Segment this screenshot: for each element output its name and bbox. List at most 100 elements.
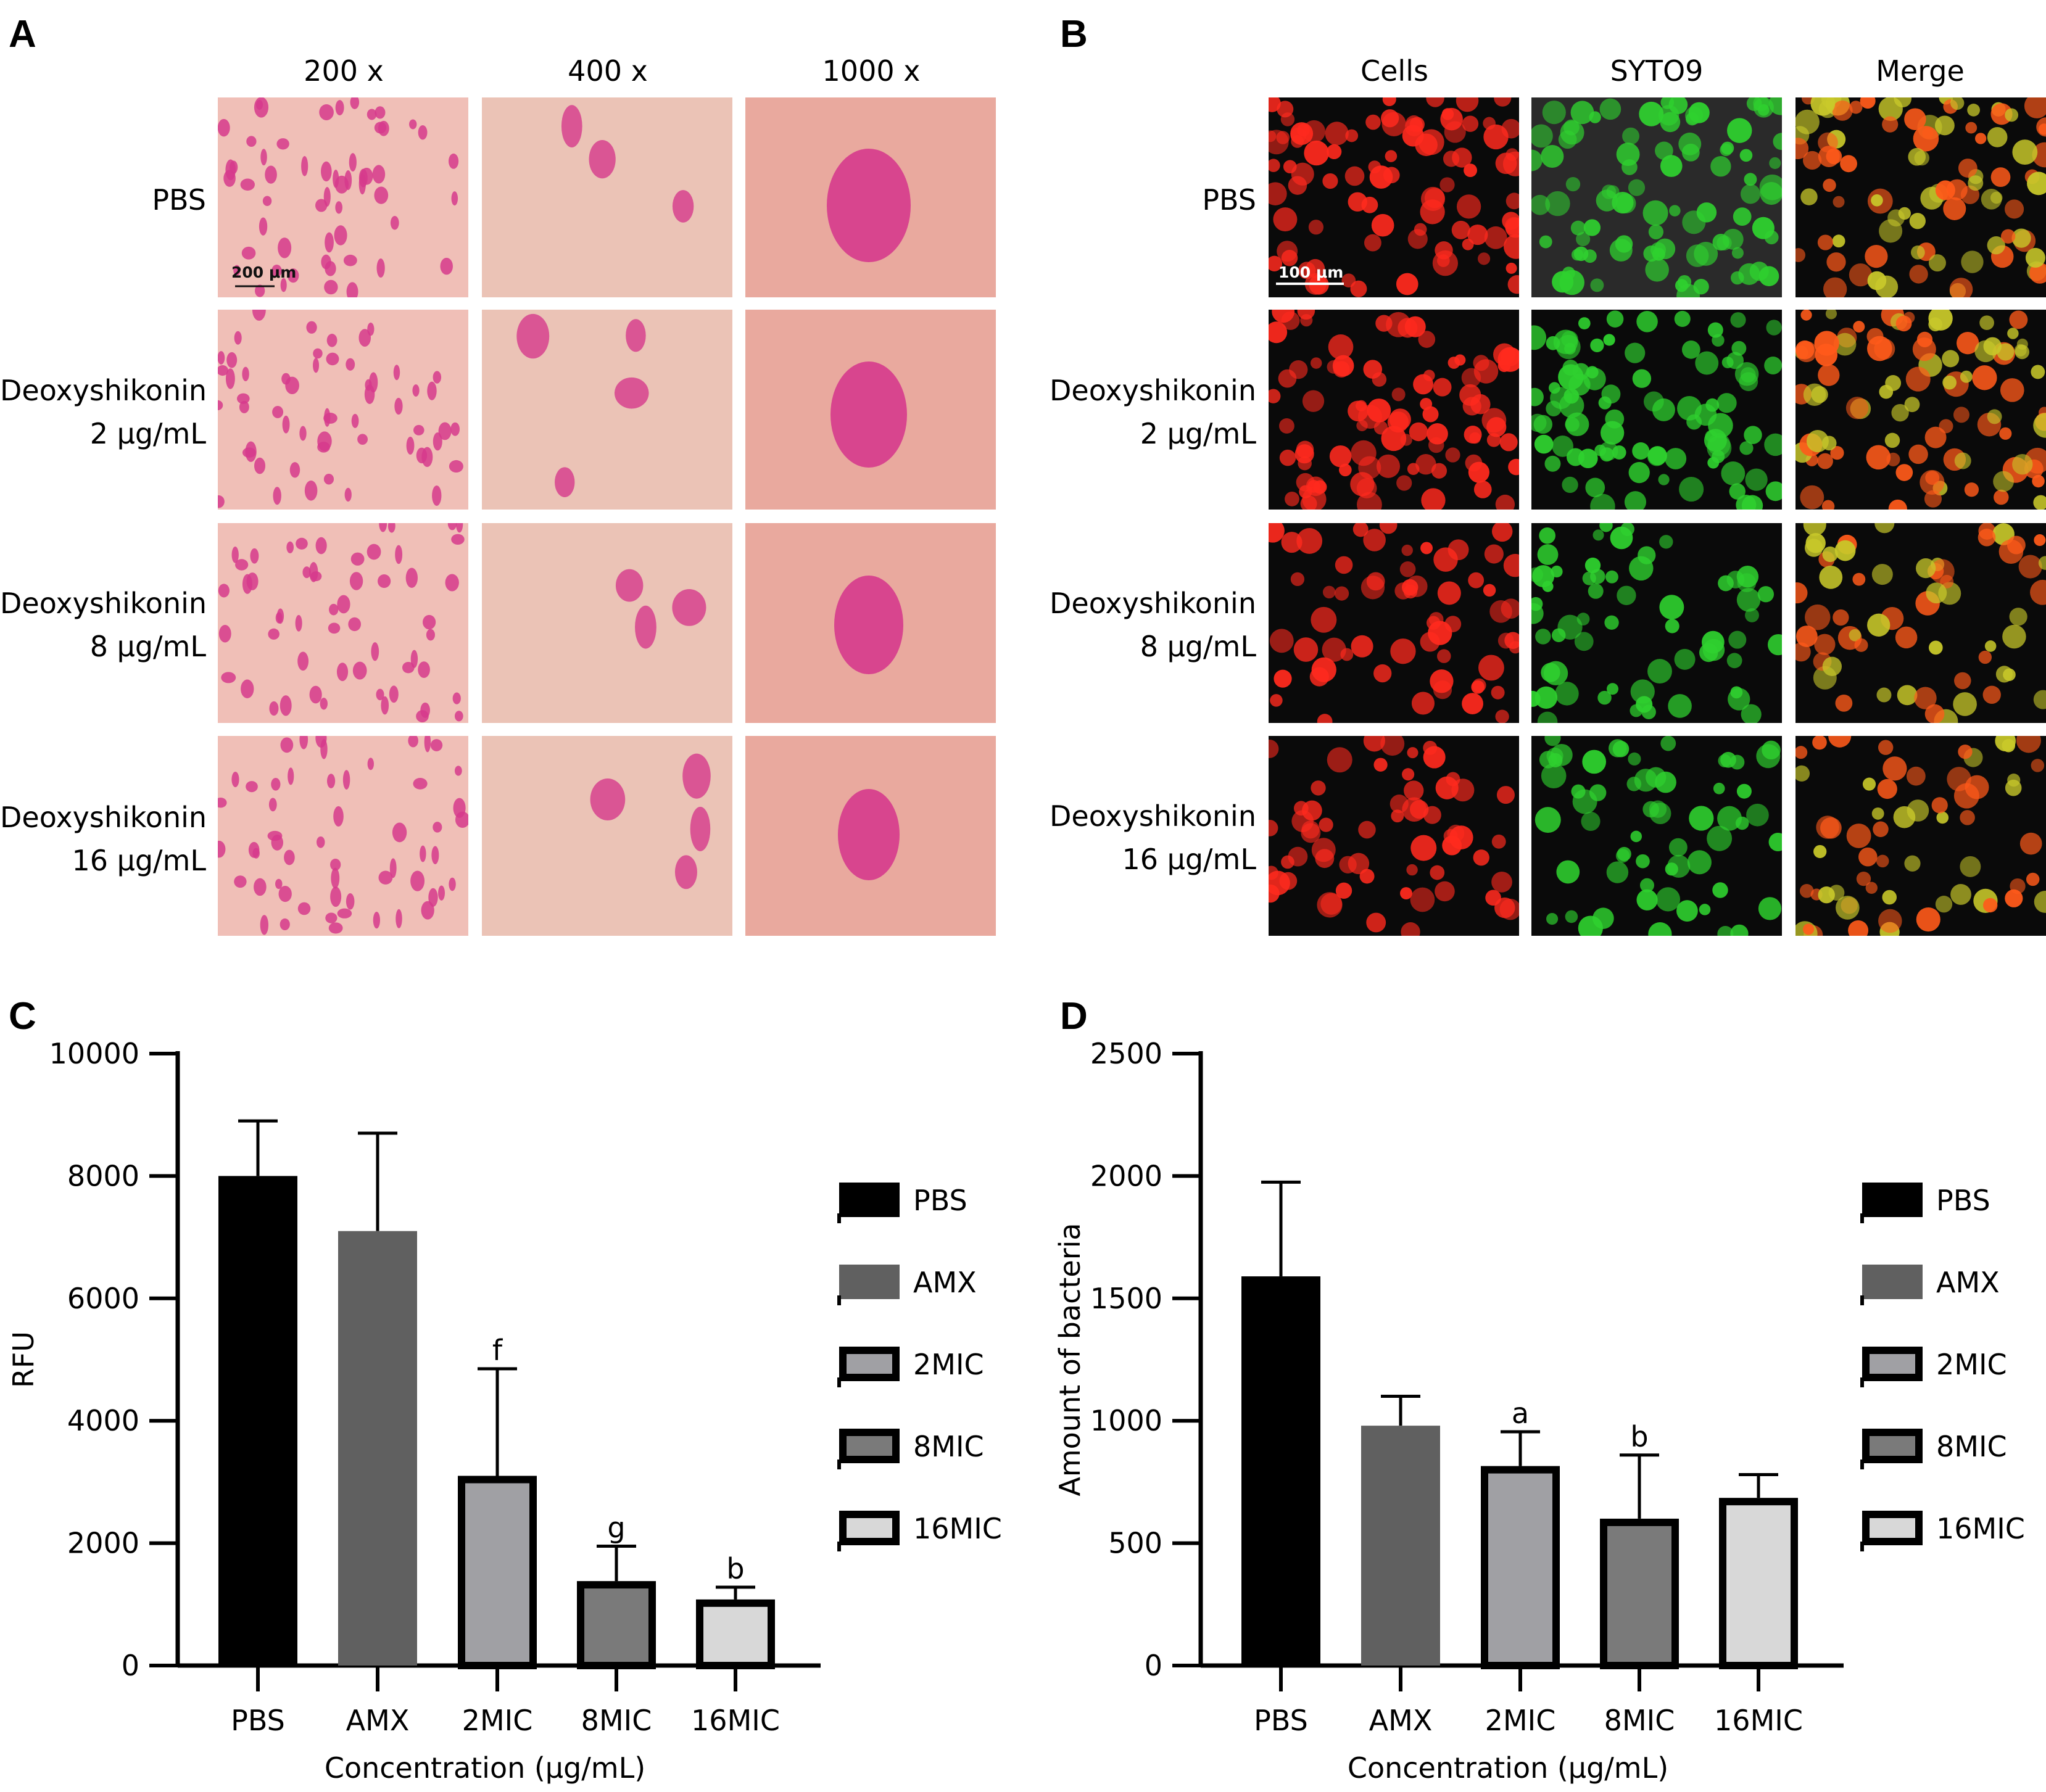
x-tick-label: PBS bbox=[1254, 1704, 1308, 1737]
panel-d-letter: D bbox=[1060, 995, 1088, 1038]
micrograph-tile-r3-c1 bbox=[218, 523, 468, 723]
bar-PBS bbox=[218, 1176, 297, 1666]
y-tick-label: 2000 bbox=[67, 1527, 139, 1560]
bar-8MIC bbox=[1600, 1518, 1679, 1669]
x-tick-label: AMX bbox=[346, 1704, 410, 1737]
y-tick-label: 2000 bbox=[1090, 1159, 1162, 1192]
legend-swatch-PBS bbox=[839, 1183, 900, 1217]
significance-label: b bbox=[1630, 1420, 1648, 1453]
fluorescence-tile-r3-c2 bbox=[1531, 523, 1782, 723]
legend-swatch-8MIC bbox=[839, 1429, 900, 1463]
panel-a-row-16ug: Deoxyshikonin 16 μg/mL bbox=[0, 801, 207, 877]
chart-d-bacteria: 0 500 1000 1500 2000 2500 Amount of bacteria PB… bbox=[1053, 1037, 2025, 1785]
micrograph-tile-r3-c3 bbox=[745, 523, 996, 723]
bar-AMX bbox=[1361, 1426, 1440, 1666]
panel-b-row-pbs: PBS bbox=[1202, 183, 1256, 217]
fluorescence-tile-r3-c1 bbox=[1269, 523, 1519, 723]
legend-swatch-AMX bbox=[839, 1265, 900, 1299]
panel-b-row-2ug: Deoxyshikonin 2 μg/mL bbox=[1049, 374, 1256, 450]
significance-label: a bbox=[1512, 1397, 1529, 1430]
legend-swatch-2MIC bbox=[1862, 1347, 1923, 1381]
significance-label: b bbox=[726, 1552, 744, 1585]
fluorescence-tile-r1-c2 bbox=[1531, 97, 1782, 297]
legend-label-16MIC: 16MIC bbox=[1936, 1512, 2025, 1545]
y-tick-label: 4000 bbox=[67, 1404, 139, 1437]
legend-label-2MIC: 2MIC bbox=[913, 1348, 984, 1381]
micrograph-tile-r3-c2 bbox=[482, 523, 732, 723]
micrograph-tile-r4-c1 bbox=[218, 736, 468, 936]
micrograph-tile-r1-c3 bbox=[745, 97, 996, 297]
fluorescence-tile-r2-c3 bbox=[1795, 310, 2046, 510]
panel-b-col-syto9: SYTO9 bbox=[1610, 54, 1704, 88]
significance-label: f bbox=[492, 1334, 503, 1367]
x-tick-label: AMX bbox=[1369, 1704, 1433, 1737]
x-tick-label: 8MIC bbox=[581, 1704, 652, 1737]
panel-a-col-400x: 400 x bbox=[568, 54, 648, 88]
significance-label: g bbox=[607, 1511, 625, 1545]
panel-a-row-2ug: Deoxyshikonin 2 μg/mL bbox=[0, 374, 207, 450]
legend-label-16MIC: 16MIC bbox=[913, 1512, 1002, 1545]
x-tick-label: PBS bbox=[231, 1704, 285, 1737]
y-tick-label: 1500 bbox=[1090, 1282, 1162, 1315]
panel-a-col-1000x: 1000 x bbox=[822, 54, 921, 88]
bar-PBS bbox=[1241, 1276, 1320, 1666]
legend-label-AMX: AMX bbox=[913, 1266, 977, 1299]
scale-bar-label-a: 200 μm bbox=[231, 263, 296, 281]
panel-a-row-pbs: PBS bbox=[152, 183, 206, 217]
y-tick-label: 0 bbox=[1145, 1649, 1162, 1682]
micrograph-tile-r2-c1 bbox=[218, 310, 468, 510]
y-tick-label: 6000 bbox=[67, 1282, 139, 1315]
micrograph-tile-r1-c2 bbox=[482, 97, 732, 297]
legend-label-8MIC: 8MIC bbox=[1936, 1430, 2007, 1463]
panel-b-col-cells: Cells bbox=[1361, 54, 1428, 88]
x-axis-label: Concentration (μg/mL) bbox=[1348, 1751, 1668, 1785]
legend-label-8MIC: 8MIC bbox=[913, 1430, 984, 1463]
y-tick-label: 8000 bbox=[67, 1159, 139, 1192]
scale-bar-label-b: 100 μm bbox=[1278, 263, 1343, 281]
legend-swatch-AMX bbox=[1862, 1265, 1923, 1299]
fluorescence-tile-r3-c3 bbox=[1795, 523, 2046, 723]
fluorescence-tile-r2-c1 bbox=[1269, 310, 1519, 510]
panel-a-letter: A bbox=[9, 13, 36, 56]
y-axis-label: RFU bbox=[7, 1331, 40, 1388]
fluorescence-tile-r1-c3 bbox=[1795, 97, 2046, 297]
x-tick-label: 16MIC bbox=[691, 1704, 780, 1737]
legend-label-PBS: PBS bbox=[913, 1184, 967, 1217]
legend-swatch-2MIC bbox=[839, 1347, 900, 1381]
panel-a-col-200x: 200 x bbox=[304, 54, 384, 88]
micrograph-tile-r1-c1: 200 μm bbox=[218, 97, 468, 297]
chart-c-rfu: 0 2000 4000 6000 8000 10000 RFU PBS AMX 2MIC f 8MIC… bbox=[7, 1037, 1002, 1785]
legend-label-AMX: AMX bbox=[1936, 1266, 2000, 1299]
bar-8MIC bbox=[577, 1581, 656, 1669]
micrograph-tile-r4-c3 bbox=[745, 736, 996, 936]
bar-2MIC bbox=[1481, 1466, 1560, 1669]
legend-swatch-8MIC bbox=[1862, 1429, 1923, 1463]
legend-swatch-16MIC bbox=[839, 1511, 900, 1545]
fluorescence-tile-r2-c2 bbox=[1531, 310, 1782, 510]
x-tick-label: 2MIC bbox=[1485, 1704, 1556, 1737]
x-tick-label: 16MIC bbox=[1714, 1704, 1803, 1737]
y-tick-label: 1000 bbox=[1090, 1404, 1162, 1437]
panel-c-letter: C bbox=[9, 995, 36, 1038]
panel-b-row-8ug: Deoxyshikonin 8 μg/mL bbox=[1049, 587, 1256, 663]
y-tick-label: 10000 bbox=[49, 1037, 139, 1070]
bar-2MIC bbox=[458, 1476, 537, 1669]
legend-label-2MIC: 2MIC bbox=[1936, 1348, 2007, 1381]
panel-b-col-merge: Merge bbox=[1876, 54, 1965, 88]
micrograph-tile-r2-c3 bbox=[745, 310, 996, 510]
legend-swatch-PBS bbox=[1862, 1183, 1923, 1217]
panel-b-row-16ug: Deoxyshikonin 16 μg/mL bbox=[1049, 799, 1256, 876]
bar-16MIC bbox=[1719, 1498, 1798, 1670]
panel-a-row-8ug: Deoxyshikonin 8 μg/mL bbox=[0, 587, 207, 663]
y-tick-label: 0 bbox=[122, 1649, 139, 1682]
fluorescence-tile-r1-c1: 100 μm bbox=[1269, 97, 1519, 297]
fluorescence-tile-r4-c1 bbox=[1269, 736, 1519, 936]
micrograph-tile-r4-c2 bbox=[482, 736, 732, 936]
micrograph-tile-r2-c2 bbox=[482, 310, 732, 510]
x-tick-label: 2MIC bbox=[462, 1704, 533, 1737]
fluorescence-tile-r4-c2 bbox=[1531, 736, 1782, 936]
panel-b-letter: B bbox=[1060, 13, 1088, 56]
y-tick-label: 2500 bbox=[1090, 1037, 1162, 1070]
bar-16MIC bbox=[696, 1599, 775, 1670]
y-axis-label: Amount of bacteria bbox=[1053, 1223, 1087, 1496]
